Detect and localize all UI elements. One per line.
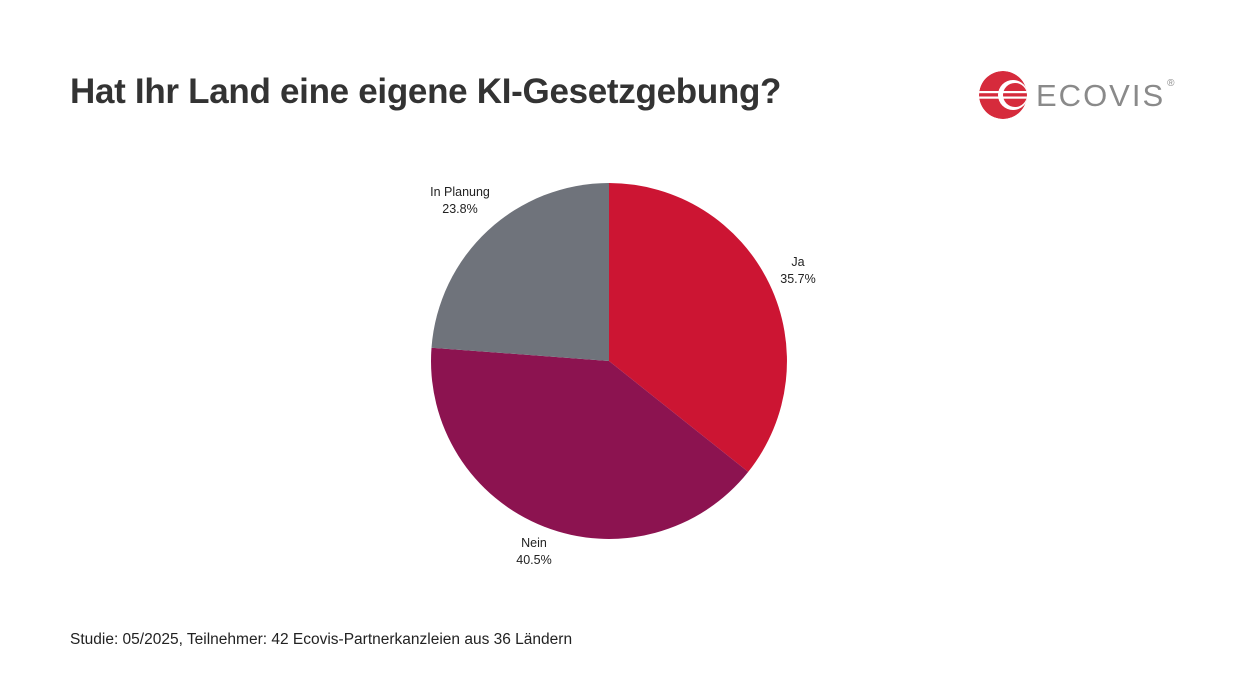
- page-title: Hat Ihr Land eine eigene KI-Gesetzgebung…: [70, 72, 782, 111]
- label-ja-pct: 35.7%: [780, 272, 816, 286]
- registered-mark: ®: [1167, 77, 1175, 89]
- label-in-planung-pct: 23.8%: [442, 202, 478, 216]
- label-ja: Ja 35.7%: [770, 254, 826, 288]
- slice-ja: [609, 183, 787, 472]
- label-nein-pct: 40.5%: [516, 553, 552, 567]
- study-footnote: Studie: 05/2025, Teilnehmer: 42 Ecovis-P…: [70, 631, 573, 648]
- ecovis-logo-icon: [979, 71, 1027, 119]
- label-ja-name: Ja: [791, 255, 805, 269]
- slice-nein: [431, 347, 749, 539]
- slice-in-planung: [431, 183, 609, 361]
- label-nein: Nein 40.5%: [506, 535, 562, 569]
- logo-wordmark: ECOVIS: [1036, 77, 1166, 113]
- label-in-planung-name: In Planung: [430, 185, 490, 199]
- label-nein-name: Nein: [521, 536, 547, 550]
- ecovis-logo: ECOVIS ®: [978, 70, 1175, 120]
- label-in-planung: In Planung 23.8%: [418, 184, 502, 218]
